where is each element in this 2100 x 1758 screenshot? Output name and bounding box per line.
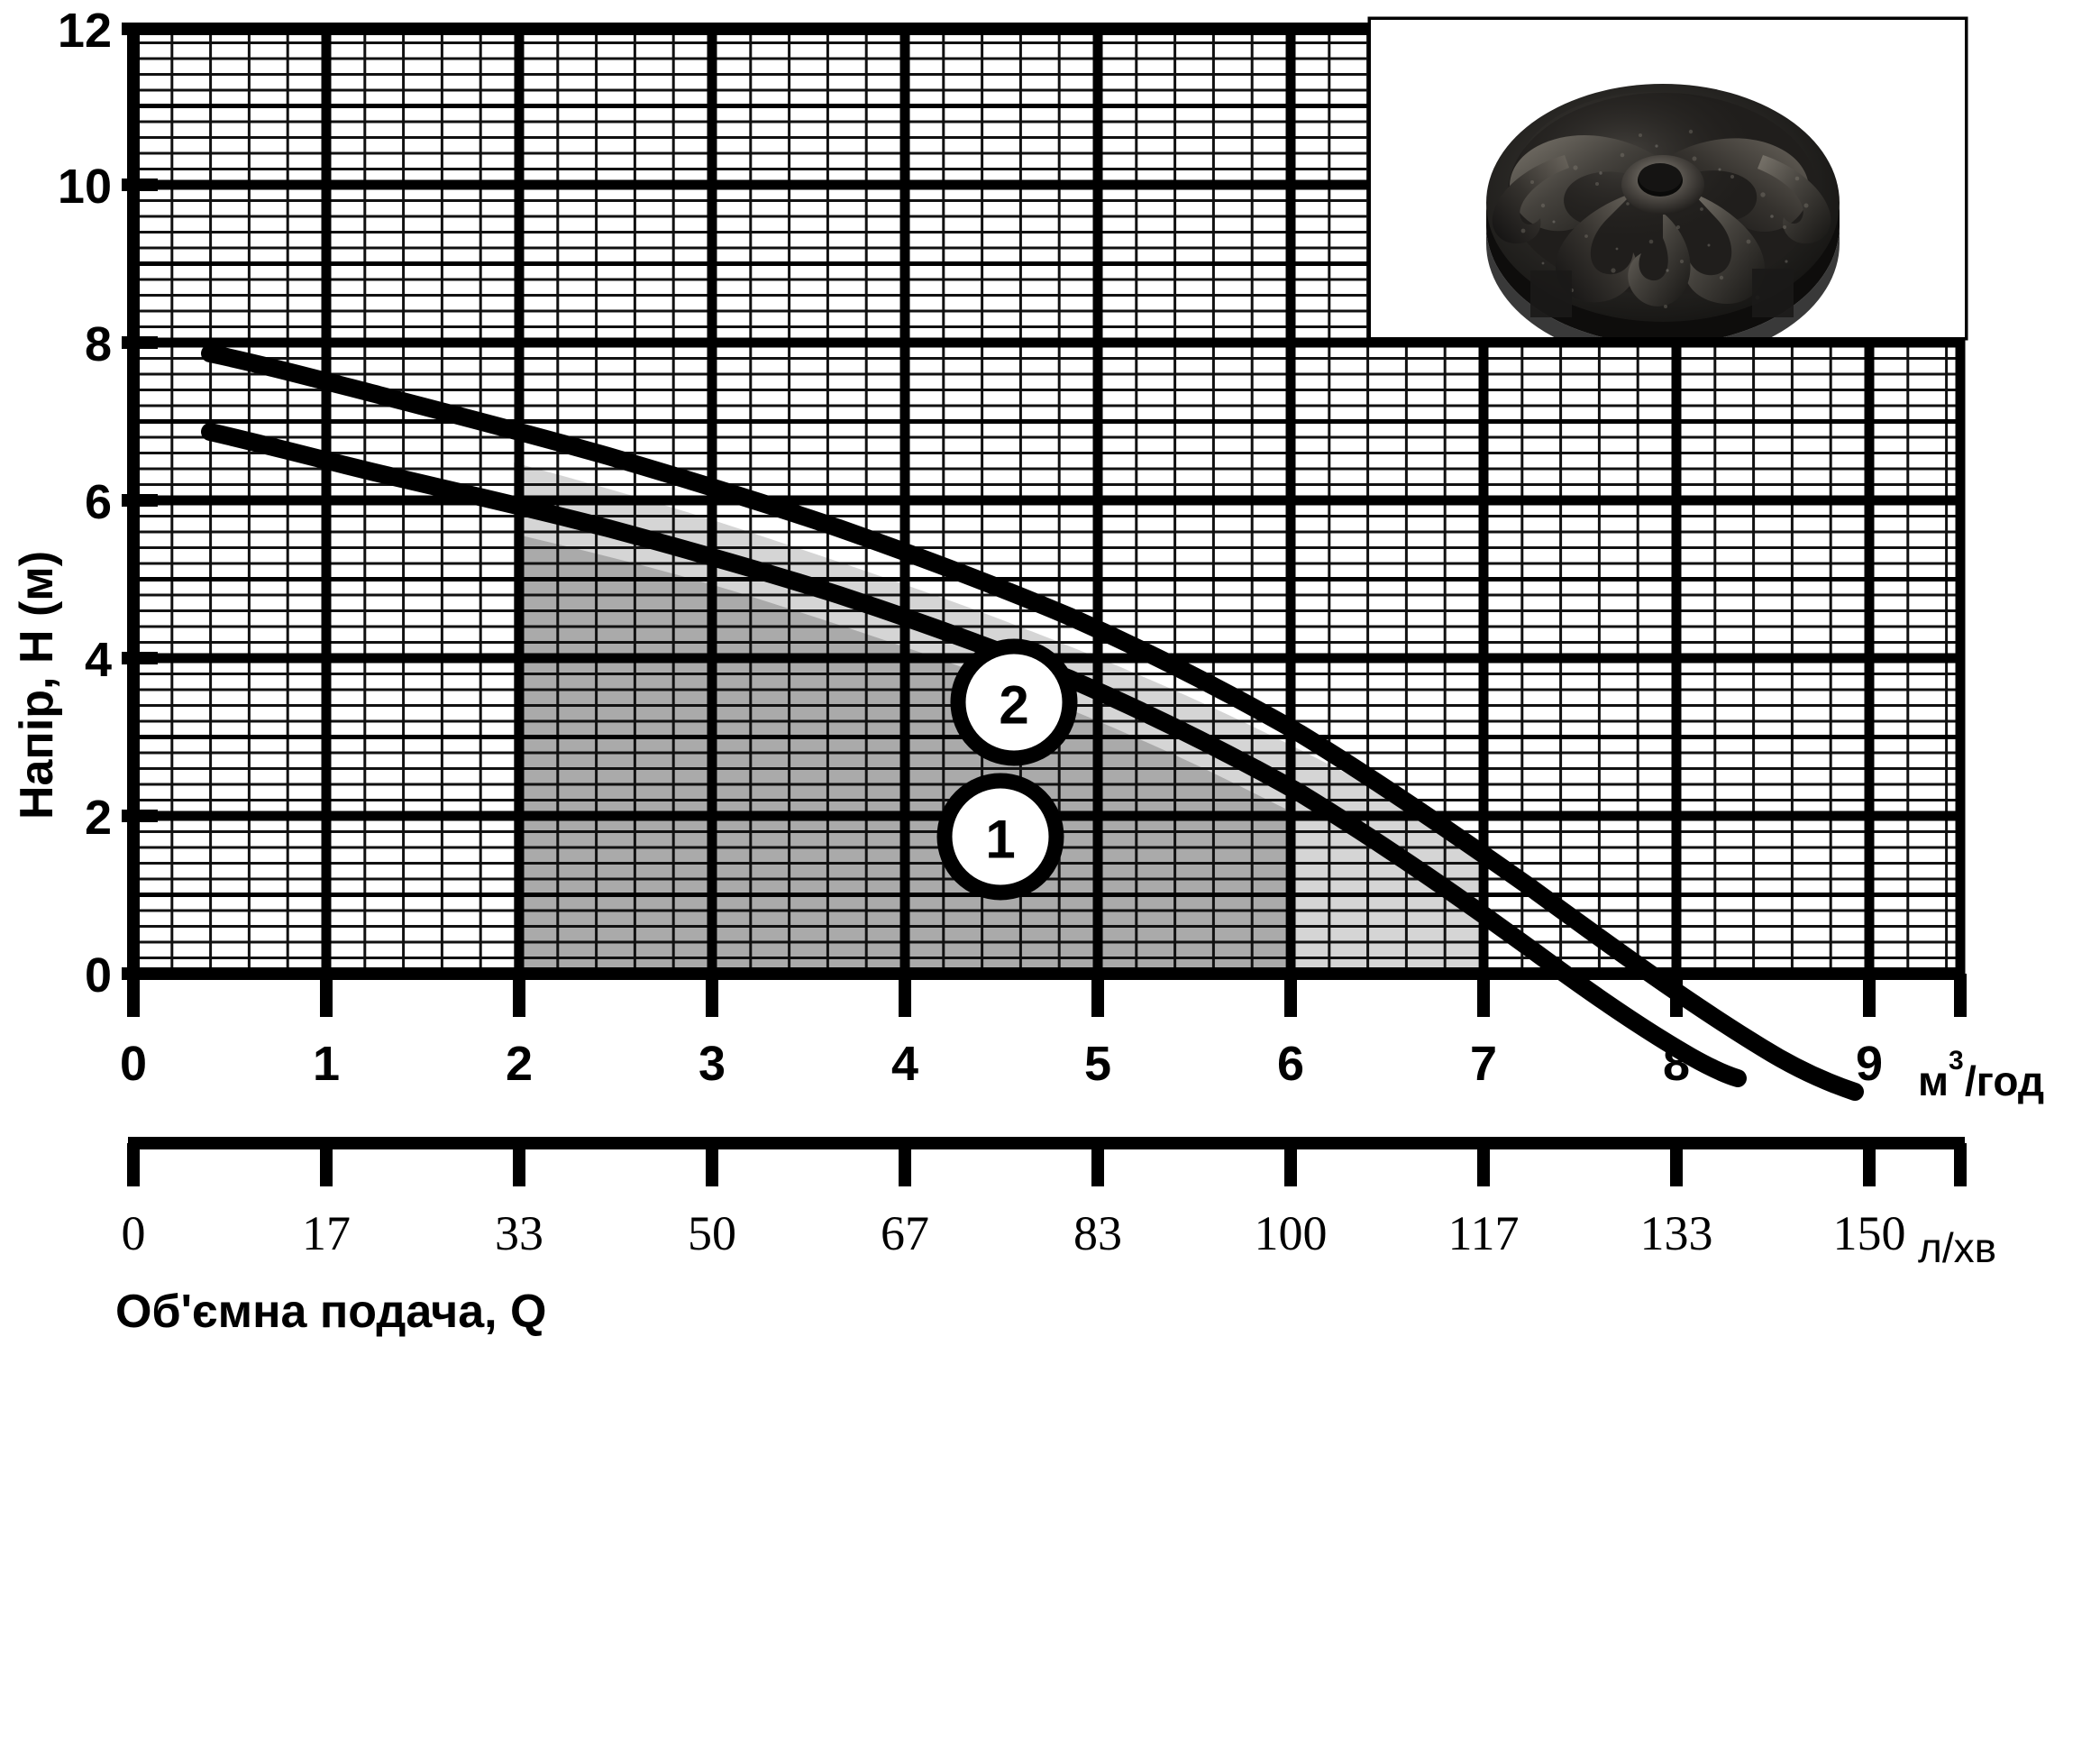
x-tick-label: 9 [1856,1037,1883,1091]
curve-2-line [201,344,1864,1101]
x-tick-label-secondary: 67 [881,1206,929,1260]
x-tick-label-secondary: 0 [122,1206,146,1260]
x-tick-label: 5 [1084,1037,1111,1091]
curve-marker-2-label: 2 [999,675,1028,736]
y-tick-label: 8 [85,317,112,371]
x-tick-label-secondary: 133 [1640,1206,1713,1260]
x-unit-secondary: л/хв [1918,1224,1996,1271]
x-tick-label-secondary: 83 [1073,1206,1122,1260]
y-axis-tick-labels: 12 10 8 6 4 2 0 [58,4,112,1003]
x-tick-label-secondary: 50 [688,1206,736,1260]
curve-marker-2: 2 [950,638,1078,766]
y-tick-label: 4 [85,633,112,687]
x-unit-primary-base: м [1918,1058,1949,1104]
curve-marker-1-label: 1 [985,810,1015,870]
x-axis-secondary: 0 17 33 50 67 83 100 117 133 150 л/хв [122,1137,1996,1271]
x-axis-primary-unit: м 3 /год [1918,1046,2044,1104]
x-tick-label: 6 [1277,1037,1304,1091]
x-tick-label-secondary: 150 [1833,1206,1906,1260]
x-axis-title: Об'ємна подача, Q [115,1286,546,1338]
x-unit-primary-superscript: 3 [1949,1046,1964,1076]
x-tick-label: 0 [120,1037,147,1091]
x-tick-label: 1 [313,1037,340,1091]
x-tick-label-secondary: 33 [495,1206,543,1260]
y-axis-title: Напір, H (м) [11,551,63,819]
pump-impeller-photo [1367,16,1968,341]
x-tick-label-secondary: 17 [302,1206,351,1260]
curve-markers: 2 1 [936,638,1078,901]
y-tick-label: 6 [85,475,112,529]
y-axis-ticks [122,23,158,980]
x-tick-label-secondary: 117 [1448,1206,1520,1260]
x-axis-primary-labels: 0 1 2 3 4 5 6 7 8 9 [120,1037,1883,1091]
x-axis-secondary-labels: 0 17 33 50 67 83 100 117 133 150 [122,1206,1906,1260]
x-tick-label: 2 [506,1037,533,1091]
x-axis-secondary-ticks [127,1143,1967,1186]
x-tick-label: 7 [1470,1037,1497,1091]
x-tick-label-secondary: 100 [1255,1206,1328,1260]
x-axis-primary: 0 1 2 3 4 5 6 7 8 9 м 3 /год [120,974,2044,1104]
y-tick-label: 2 [85,791,112,845]
curve-marker-1: 1 [936,773,1064,901]
x-tick-label: 4 [891,1037,918,1091]
impeller-drawing [1371,20,1965,337]
x-unit-primary-rest: /год [1965,1058,2044,1104]
x-tick-label: 3 [698,1037,726,1091]
y-tick-label: 12 [58,4,112,58]
y-tick-label: 0 [85,948,112,1003]
x-tick-label: 8 [1663,1037,1690,1091]
x-axis-primary-ticks [127,974,1967,1017]
y-tick-label: 10 [58,160,112,214]
